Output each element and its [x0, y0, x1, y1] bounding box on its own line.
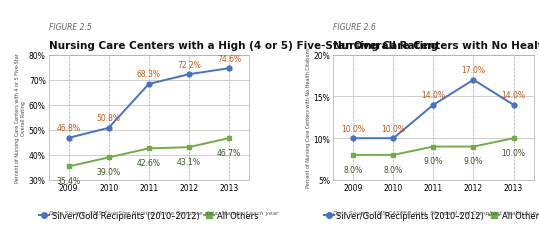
Text: Data Source: CMS CASPER data, Standard and Compliant Health Surveys, March of ea: Data Source: CMS CASPER data, Standard a…	[333, 210, 539, 215]
Text: 42.6%: 42.6%	[137, 158, 161, 167]
Text: 17.0%: 17.0%	[461, 66, 486, 75]
Text: 68.3%: 68.3%	[137, 70, 161, 79]
Text: FIGURE 2.5: FIGURE 2.5	[49, 23, 91, 32]
Text: 14.0%: 14.0%	[502, 91, 526, 100]
Text: FIGURE 2.6: FIGURE 2.6	[333, 23, 376, 32]
Text: 10.0%: 10.0%	[381, 124, 405, 133]
Text: 74.6%: 74.6%	[217, 55, 241, 63]
Text: 10.0%: 10.0%	[502, 148, 526, 157]
Legend: Silver/Gold Recipients (2010–2012), All Others: Silver/Gold Recipients (2010–2012), All …	[320, 208, 539, 223]
Text: 72.2%: 72.2%	[177, 61, 201, 69]
Text: 39.0%: 39.0%	[96, 167, 121, 176]
Text: 35.4%: 35.4%	[57, 176, 81, 185]
Text: 50.8%: 50.8%	[96, 114, 121, 123]
Text: 46.7%: 46.7%	[217, 148, 241, 157]
Text: 9.0%: 9.0%	[464, 157, 483, 166]
Text: 43.1%: 43.1%	[177, 157, 201, 166]
Text: 9.0%: 9.0%	[424, 157, 443, 166]
Legend: Silver/Gold Recipients (2010–2012), All Others: Silver/Gold Recipients (2010–2012), All …	[36, 208, 262, 223]
Text: Data Source: CMS Five-Star Nursing Home Compare data, March of each year: Data Source: CMS Five-Star Nursing Home …	[49, 210, 278, 215]
Y-axis label: Percent of Nursing Care Centers with 4 or 5 Five-Star
Overall Rating: Percent of Nursing Care Centers with 4 o…	[15, 53, 26, 182]
Text: Nursing Care Centers with No Health Citations: Nursing Care Centers with No Health Cita…	[333, 41, 539, 51]
Text: 8.0%: 8.0%	[344, 165, 363, 174]
Text: 46.8%: 46.8%	[57, 124, 80, 133]
Text: 10.0%: 10.0%	[341, 124, 365, 133]
Text: 14.0%: 14.0%	[421, 91, 445, 100]
Text: Nursing Care Centers with a High (4 or 5) Five-Star Overall Rating: Nursing Care Centers with a High (4 or 5…	[49, 41, 438, 51]
Y-axis label: Percent of Nursing Care Centers with No Health Citations: Percent of Nursing Care Centers with No …	[306, 48, 311, 188]
Text: 8.0%: 8.0%	[384, 165, 403, 174]
